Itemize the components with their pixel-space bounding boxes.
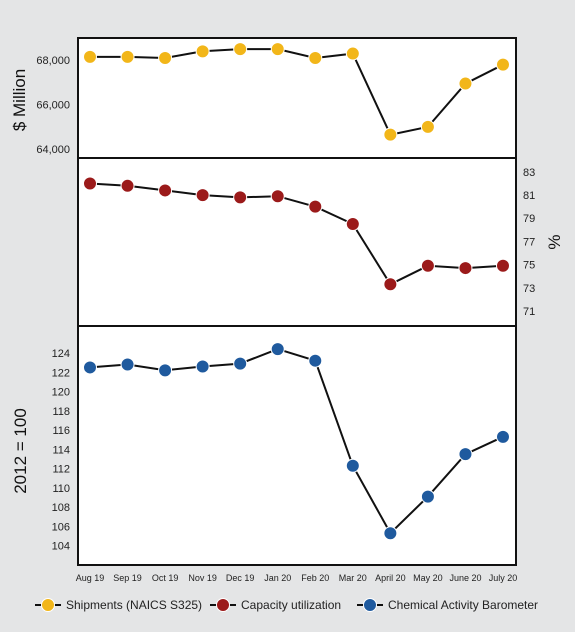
- legend-label: Chemical Activity Barometer: [388, 598, 538, 612]
- data-point: [496, 57, 510, 72]
- x-tick-label: July 20: [489, 573, 518, 583]
- y-tick-label: 124: [52, 348, 70, 360]
- data-point: [420, 119, 435, 134]
- data-point: [345, 458, 360, 473]
- panel-background: [78, 158, 516, 326]
- data-point: [195, 188, 210, 203]
- legend: Shipments (NAICS S325) Capacity utilizati…: [35, 598, 538, 612]
- data-point: [233, 190, 248, 205]
- y-tick-label: 71: [523, 306, 535, 318]
- data-point: [83, 176, 97, 191]
- y-tick-label: 73: [523, 283, 535, 295]
- x-tick-label: Oct 19: [152, 573, 179, 583]
- data-point: [345, 46, 360, 61]
- y-tick-label: 116: [52, 425, 70, 437]
- data-point: [83, 49, 97, 64]
- y-axis-label: $ Million: [10, 69, 29, 131]
- panel-background: [78, 326, 516, 565]
- panel-1: 64,000 66,000 68,000 $ Million: [10, 37, 517, 159]
- y-tick-label: 108: [52, 502, 70, 514]
- x-tick-label: June 20: [449, 573, 481, 583]
- data-point: [496, 429, 510, 444]
- y-tick-label: 110: [52, 483, 70, 495]
- data-point: [458, 76, 473, 91]
- x-tick-label: Aug 19: [76, 573, 105, 583]
- y-axis-label: %: [545, 234, 564, 249]
- data-point: [496, 258, 510, 273]
- legend-label: Capacity utilization: [241, 598, 341, 612]
- y-tick-label: 77: [523, 236, 535, 248]
- panel-2: 71 73 75 77 79 81 83%: [77, 157, 564, 327]
- data-point: [195, 359, 210, 374]
- y-tick-label: 104: [52, 541, 70, 553]
- legend-item: Chemical Activity Barometer: [357, 598, 538, 612]
- data-point: [120, 357, 135, 372]
- x-axis: Aug 19 Sep 19 Oct 19 Nov 19 Dec 19 Jan 20 Feb …: [76, 573, 518, 583]
- y-tick-label: 64,000: [36, 144, 70, 156]
- data-point: [458, 261, 473, 276]
- data-point: [420, 258, 435, 273]
- data-point: [383, 526, 398, 541]
- legend-item: Shipments (NAICS S325): [35, 598, 202, 612]
- data-point: [158, 363, 173, 378]
- x-tick-label: April 20: [375, 573, 406, 583]
- data-point: [270, 342, 285, 357]
- x-tick-label: Dec 19: [226, 573, 255, 583]
- y-tick-label: 83: [523, 167, 535, 179]
- chart-panels: 64,000 66,000 68,000 $ Million 71 73 75 77 79 81 8…: [10, 37, 564, 566]
- data-point: [158, 51, 173, 65]
- y-tick-label: 112: [52, 464, 70, 476]
- panel-frame: [77, 325, 517, 566]
- y-tick-label: 120: [52, 387, 70, 399]
- y-tick-label: 122: [52, 367, 70, 379]
- y-tick-label: 75: [523, 260, 535, 272]
- y-tick-label: 81: [523, 190, 535, 202]
- legend-marker: [41, 598, 55, 612]
- data-point: [195, 44, 210, 59]
- x-tick-label: Nov 19: [188, 573, 217, 583]
- data-point: [270, 42, 285, 57]
- legend-marker: [216, 598, 230, 612]
- y-tick-label: 106: [52, 521, 70, 533]
- data-point: [233, 356, 248, 371]
- legend-label: Shipments (NAICS S325): [66, 598, 202, 612]
- data-point: [270, 189, 285, 204]
- data-point: [83, 360, 97, 375]
- data-point: [120, 49, 135, 64]
- data-point: [345, 217, 360, 232]
- legend-item: Capacity utilization: [210, 598, 341, 612]
- data-point: [420, 489, 435, 504]
- y-tick-label: 66,000: [36, 100, 70, 112]
- data-point: [120, 178, 135, 193]
- data-point: [458, 447, 473, 462]
- x-tick-label: Jan 20: [264, 573, 291, 583]
- y-tick-label: 68,000: [36, 55, 70, 67]
- x-tick-label: May 20: [413, 573, 443, 583]
- data-point: [308, 353, 323, 368]
- data-point: [383, 127, 398, 142]
- x-tick-label: Feb 20: [301, 573, 329, 583]
- y-tick-label: 114: [52, 444, 70, 456]
- data-point: [158, 183, 173, 198]
- y-axis-label: 2012 = 100: [11, 408, 30, 494]
- y-tick-label: 118: [52, 406, 70, 418]
- panel-3: 104 106 108 110 112 114 116 118 120 122 124 2012 = …: [11, 325, 517, 566]
- data-point: [383, 277, 398, 292]
- data-point: [308, 51, 323, 65]
- data-point: [233, 42, 248, 57]
- y-tick-label: 79: [523, 213, 535, 225]
- x-tick-label: Sep 19: [113, 573, 142, 583]
- x-tick-label: Mar 20: [339, 573, 367, 583]
- legend-marker: [363, 598, 377, 612]
- data-point: [308, 199, 323, 214]
- panel-background: [78, 38, 516, 158]
